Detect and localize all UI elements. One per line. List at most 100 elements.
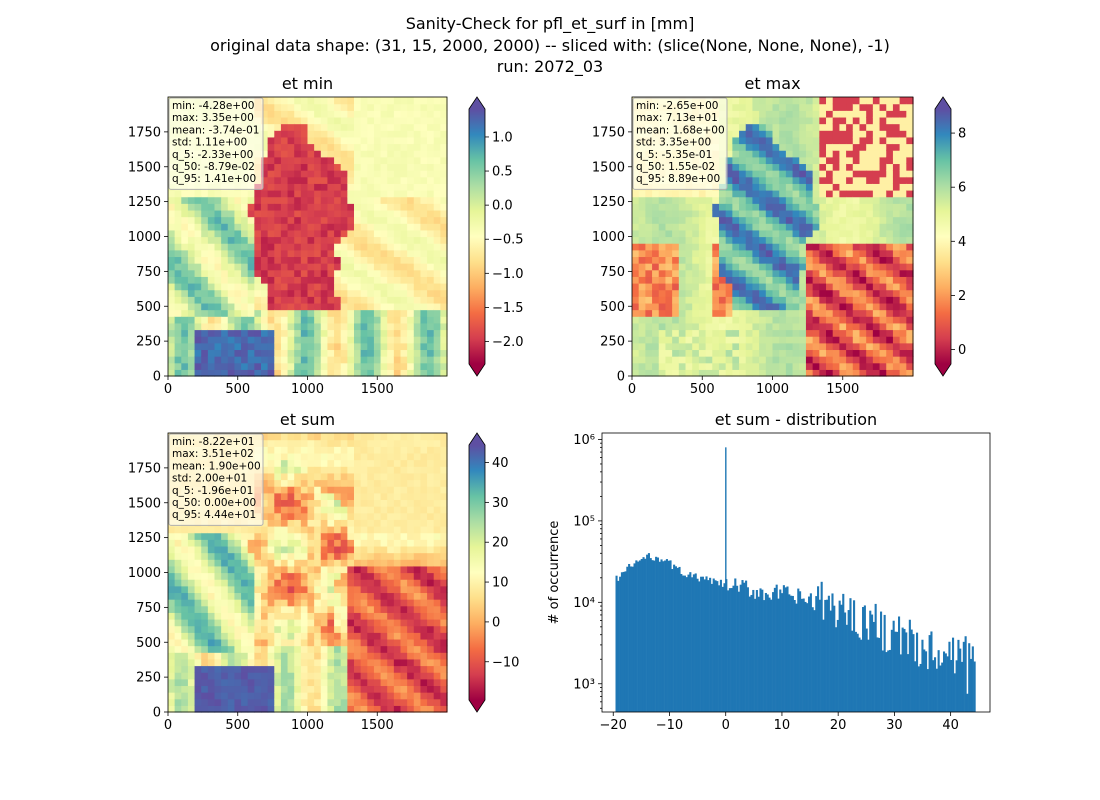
heatmap-cell — [846, 209, 854, 218]
heatmap-cell — [360, 342, 368, 351]
heatmap-cell — [287, 645, 295, 653]
heatmap-cell — [261, 572, 269, 580]
heatmap-cell — [826, 249, 834, 258]
heatmap-cell — [872, 130, 881, 138]
heatmap-cell — [652, 249, 660, 258]
heatmap-cell — [241, 552, 249, 560]
heatmap-cell — [334, 229, 342, 238]
heatmap-cell — [214, 526, 222, 534]
heatmap-cell — [234, 316, 242, 324]
heatmap-cell — [826, 263, 834, 271]
heatmap-cell — [752, 356, 760, 364]
heatmap-cell — [732, 176, 740, 184]
heatmap-cell — [267, 336, 275, 344]
heatmap-cell — [254, 698, 262, 706]
heatmap-cell — [413, 156, 422, 165]
heatmap-cell — [280, 678, 289, 687]
heatmap-cell — [234, 685, 242, 693]
heatmap-cell — [779, 276, 787, 284]
heatmap-cell — [287, 276, 295, 284]
heatmap-cell — [314, 156, 322, 165]
heatmap-cell — [360, 672, 368, 680]
heatmap-cell — [692, 349, 700, 357]
heatmap-cell — [367, 446, 375, 454]
heatmap-cell — [340, 479, 348, 487]
heatmap-cell — [772, 176, 780, 184]
heatmap-cell — [792, 150, 800, 158]
heatmap-cell — [181, 316, 189, 324]
heatmap-cell — [400, 116, 408, 125]
heatmap-cell — [221, 289, 229, 297]
heatmap-cell — [274, 216, 282, 224]
heatmap-cell — [168, 565, 176, 574]
heatmap-cell — [221, 579, 229, 587]
heatmap-cell — [852, 236, 861, 244]
heatmap-cell — [805, 116, 814, 125]
heatmap-cell — [420, 143, 428, 151]
heatmap-cell — [652, 269, 660, 277]
heatmap-cell — [832, 196, 840, 204]
heatmap-cell — [194, 276, 202, 284]
heatmap-cell — [380, 276, 388, 284]
heatmap-cell — [327, 130, 335, 138]
heatmap-cell — [779, 97, 787, 105]
heatmap-cell — [241, 705, 249, 713]
heatmap-cell — [373, 163, 382, 171]
heatmap-cell — [261, 249, 269, 258]
heatmap-cell — [692, 223, 700, 231]
heatmap-cell — [420, 322, 428, 331]
heatmap-cell — [826, 342, 834, 351]
heatmap-cell — [846, 229, 854, 238]
heatmap-cell — [261, 136, 269, 145]
heatmap-cell — [274, 479, 282, 487]
heatmap-cell — [380, 163, 388, 171]
heatmap-cell — [685, 336, 693, 344]
heatmap-cell — [247, 526, 255, 534]
heatmap-cell — [320, 256, 329, 264]
heatmap-cell — [892, 283, 901, 291]
heatmap-cell — [287, 472, 295, 481]
heatmap-cell — [812, 276, 820, 284]
heatmap-cell — [400, 336, 408, 344]
heatmap-cell — [739, 143, 747, 151]
heatmap-cell — [739, 283, 747, 291]
heatmap-cell — [187, 190, 196, 198]
heatmap-cell — [274, 652, 282, 660]
heatmap-cell — [805, 229, 814, 238]
heatmap-cell — [214, 322, 222, 331]
stats-line: min: -4.28e+00 — [172, 100, 254, 112]
heatmap-cell — [879, 229, 887, 238]
heatmap-cell — [261, 466, 269, 474]
heatmap-cell — [387, 269, 395, 277]
heatmap-cell — [241, 565, 249, 574]
heatmap-cell — [221, 203, 229, 211]
heatmap-cell — [745, 136, 754, 145]
heatmap-cell — [287, 446, 295, 454]
heatmap-cell — [360, 156, 368, 165]
heatmap-cell — [247, 356, 255, 364]
heatmap-cell — [866, 256, 874, 264]
heatmap-cell — [214, 539, 222, 547]
heatmap-cell — [307, 672, 315, 680]
heatmap-cell — [307, 229, 315, 238]
heatmap-cell — [241, 190, 249, 198]
heatmap-cell — [314, 486, 322, 494]
heatmap-cell — [194, 625, 202, 633]
heatmap-cell — [725, 289, 733, 297]
heatmap-cell — [799, 216, 807, 224]
heatmap-cell — [645, 203, 653, 211]
heatmap-cell — [347, 209, 355, 218]
heatmap-cell — [320, 499, 329, 507]
heatmap-cell — [826, 302, 834, 311]
heatmap-cell — [247, 302, 255, 311]
heatmap-cell — [340, 329, 348, 337]
heatmap-cell — [846, 170, 854, 178]
heatmap-cell — [826, 296, 834, 304]
heatmap-cell — [826, 223, 834, 231]
heatmap-cell — [839, 176, 847, 184]
heatmap-cell — [819, 316, 827, 324]
heatmap-cell — [433, 269, 441, 277]
heatmap-cell — [872, 229, 881, 238]
heatmap-cell — [652, 336, 660, 344]
heatmap-cell — [725, 369, 733, 377]
